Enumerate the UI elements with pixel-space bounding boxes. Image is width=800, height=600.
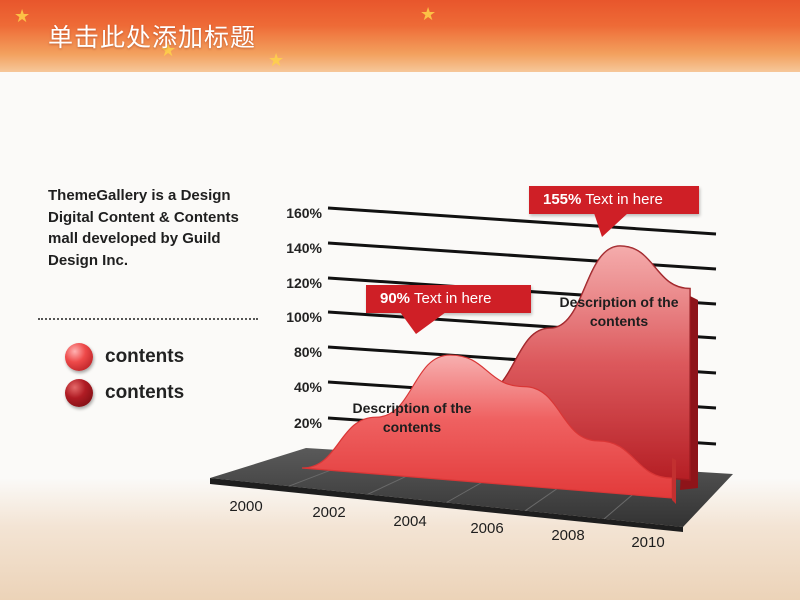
y-tick-label: 100% xyxy=(286,309,322,325)
legend-item-2: contents xyxy=(65,378,184,408)
legend-label: contents xyxy=(105,346,185,367)
series-1-side xyxy=(672,458,676,504)
callout-text: Text in here xyxy=(413,290,492,307)
y-tick-label: 140% xyxy=(286,240,322,256)
title-banner xyxy=(0,0,800,72)
callout-90: 90% Text in here xyxy=(366,285,531,313)
series-2-gloss xyxy=(340,246,690,480)
x-tick-label: 2002 xyxy=(312,504,345,521)
callout-text: Text in here xyxy=(585,191,663,208)
chart-floor-edge xyxy=(210,478,683,532)
y-tick-label: 20% xyxy=(294,415,323,431)
callout-pointer xyxy=(400,312,446,334)
x-tick-label: 2010 xyxy=(631,534,664,551)
description-front: Description of the contents xyxy=(352,400,472,435)
dotted-divider xyxy=(38,318,258,320)
light-red-ball-icon xyxy=(65,343,93,371)
x-tick-label: 2006 xyxy=(470,520,503,537)
star-decoration: ★ ★ ★ ★ xyxy=(14,4,437,71)
company-description: ThemeGallery is a Design Digital Content… xyxy=(48,187,239,269)
y-tick-label: 120% xyxy=(286,275,322,291)
gridline xyxy=(327,206,717,236)
callout-155: 155% Text in here xyxy=(529,186,699,214)
series-1-area xyxy=(301,354,673,499)
description-back: Description of the contents xyxy=(559,294,679,329)
page-title[interactable]: 单击此处添加标题 xyxy=(48,23,257,52)
callout-value: 155% xyxy=(543,191,582,208)
legend-label: contents xyxy=(105,382,185,403)
legend-item-1: contents xyxy=(65,342,184,372)
y-tick-label: 80% xyxy=(294,344,323,360)
y-tick-label: 160% xyxy=(286,205,322,221)
x-tick-label: 2008 xyxy=(551,527,584,544)
x-tick-label: 2000 xyxy=(229,498,262,515)
x-tick-label: 2004 xyxy=(393,513,426,530)
y-tick-label: 40% xyxy=(294,379,323,395)
callout-pointer xyxy=(594,213,628,237)
callout-value: 90% xyxy=(380,290,411,307)
dark-red-ball-icon xyxy=(65,379,93,407)
gridline xyxy=(327,241,717,271)
